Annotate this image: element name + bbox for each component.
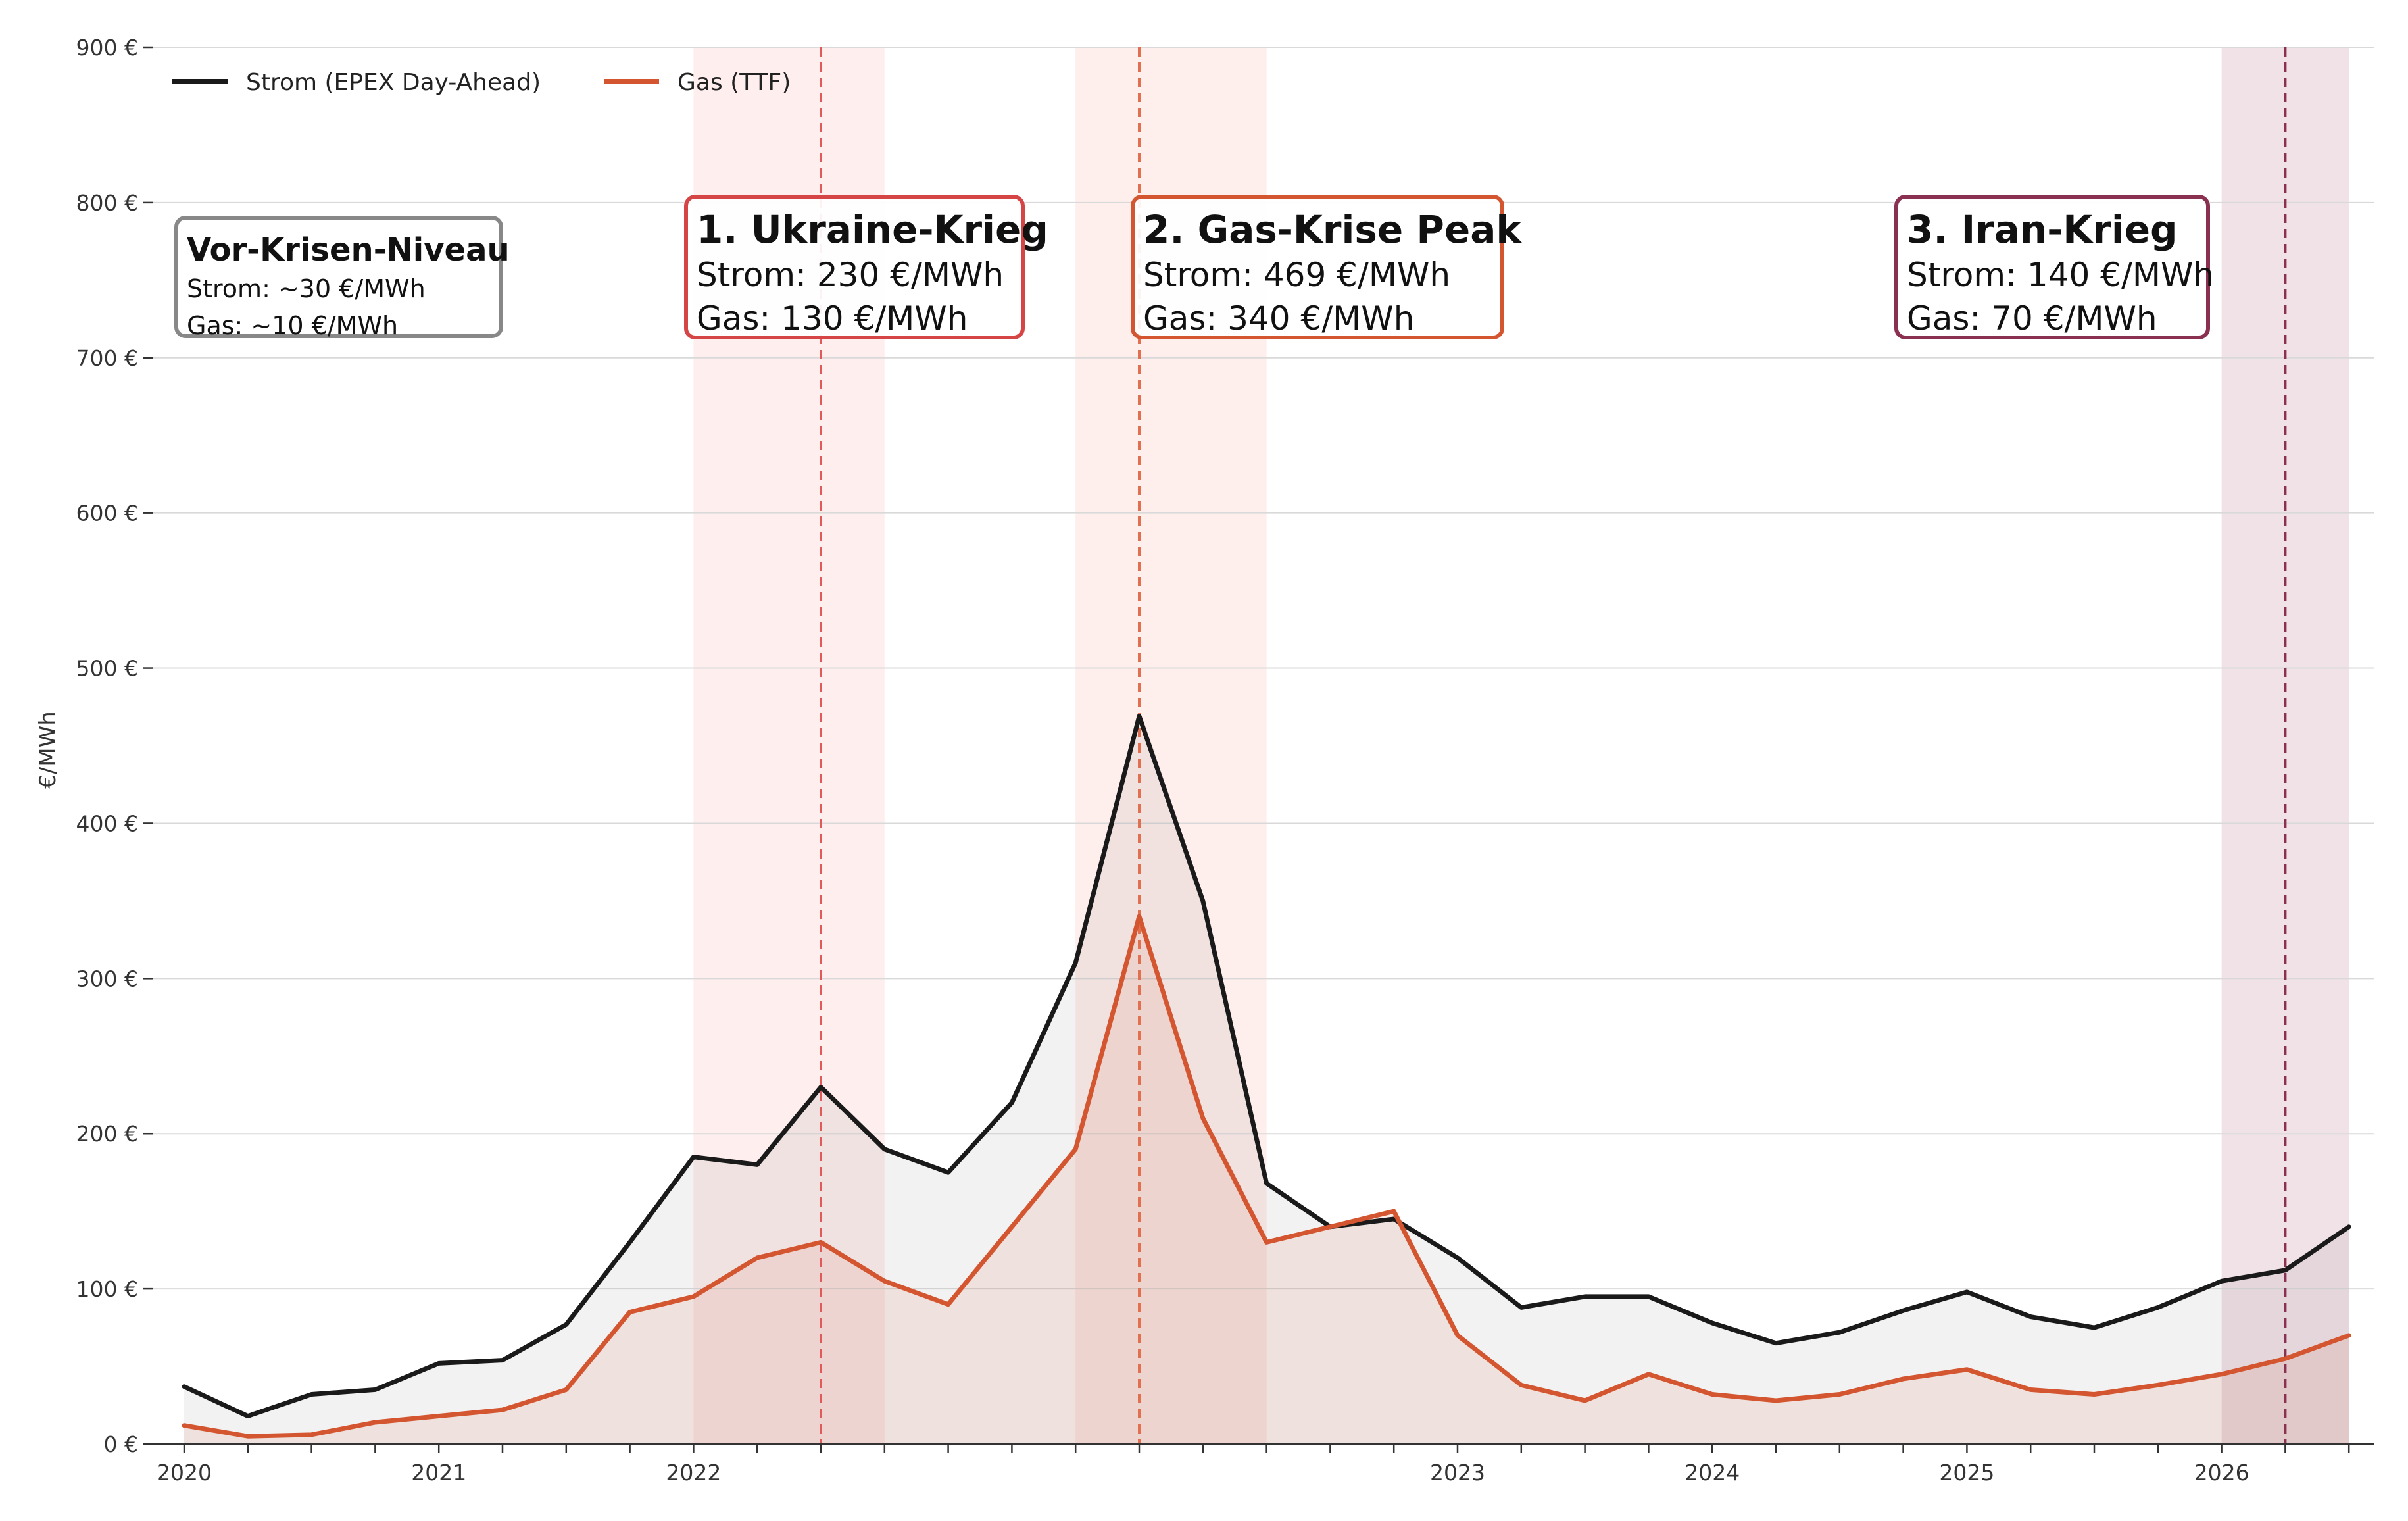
y-tick-label: 200 €	[76, 1121, 138, 1147]
x-tick-label: 2025	[1939, 1460, 1994, 1485]
event-annotation-2-line: Gas: 340 €/MWh	[1143, 299, 1414, 337]
event-annotation-1-line: Strom: 230 €/MWh	[697, 256, 1004, 294]
x-tick-label: 2024	[1684, 1460, 1740, 1485]
legend-label-strom: Strom (EPEX Day-Ahead)	[246, 69, 541, 96]
event-annotation-2-title: 2. Gas-Krise Peak	[1143, 207, 1522, 252]
pre-crisis-annotation: Vor-Krisen-Niveau Strom: ~30 €/MWh Gas: ~1…	[174, 216, 510, 340]
y-tick-label: 900 €	[76, 35, 138, 61]
event-annotation-1: 1. Ukraine-Krieg Strom: 230 €/MWh Gas: 130…	[684, 195, 1048, 339]
y-axis-ticks: 0 € 100 € 200 € 300 € 400 € 500 € 600 € 700 € 80…	[76, 35, 153, 1457]
event-annotation-3-line: Gas: 70 €/MWh	[1907, 299, 2157, 337]
series-line-strom	[182, 714, 2351, 1419]
legend-label-gas: Gas (TTF)	[677, 69, 791, 96]
y-tick-label: 100 €	[76, 1276, 138, 1302]
event-annotation-2: 2. Gas-Krise Peak Strom: 469 €/MWh Gas: 34…	[1131, 195, 1522, 339]
pre-crisis-annotation-line: Strom: ~30 €/MWh	[187, 274, 426, 303]
x-axis-ticks: 2020 2021 2022 2023 2024 2025 2026	[157, 1444, 2350, 1485]
series-lines	[182, 714, 2351, 1439]
pre-crisis-annotation-title: Vor-Krisen-Niveau	[187, 232, 510, 268]
event-annotation-3-box	[1894, 195, 2210, 339]
x-tick-label: 2020	[157, 1460, 212, 1485]
x-tick-label: 2026	[2194, 1460, 2249, 1485]
event-annotation-2-box	[1131, 195, 1504, 339]
y-tick-label: 800 €	[76, 190, 138, 216]
area-fill-gas	[184, 916, 2349, 1444]
annotations: Vor-Krisen-Niveau Strom: ~30 €/MWh Gas: ~1…	[174, 195, 2214, 340]
pre-crisis-annotation-box	[174, 216, 503, 338]
y-tick-label: 0 €	[104, 1432, 138, 1457]
event-annotation-1-box	[684, 195, 1025, 339]
y-tick-label: 600 €	[76, 501, 138, 526]
event-annotation-3-line: Strom: 140 €/MWh	[1907, 256, 2214, 294]
event-annotation-3-title: 3. Iran-Krieg	[1907, 207, 2178, 252]
y-tick-label: 500 €	[76, 656, 138, 682]
y-tick-label: 700 €	[76, 345, 138, 371]
area-fills	[184, 716, 2349, 1444]
area-fill-strom	[184, 716, 2349, 1444]
legend: Strom (EPEX Day-Ahead) Gas (TTF)	[172, 69, 791, 96]
event-annotation-1-line: Gas: 130 €/MWh	[697, 299, 968, 337]
series-line-gas	[182, 914, 2351, 1439]
event-annotation-1-title: 1. Ukraine-Krieg	[697, 207, 1048, 252]
y-axis-title: €/MWh	[35, 711, 61, 789]
event-annotation-3: 3. Iran-Krieg Strom: 140 €/MWh Gas: 70 €/M…	[1894, 195, 2214, 339]
event-annotation-2-line: Strom: 469 €/MWh	[1143, 256, 1450, 294]
pre-crisis-annotation-line: Gas: ~10 €/MWh	[187, 311, 398, 340]
x-tick-label: 2021	[411, 1460, 466, 1485]
y-tick-label: 400 €	[76, 810, 138, 836]
x-tick-label: 2022	[666, 1460, 721, 1485]
y-tick-label: 300 €	[76, 966, 138, 991]
x-tick-label: 2023	[1430, 1460, 1485, 1485]
